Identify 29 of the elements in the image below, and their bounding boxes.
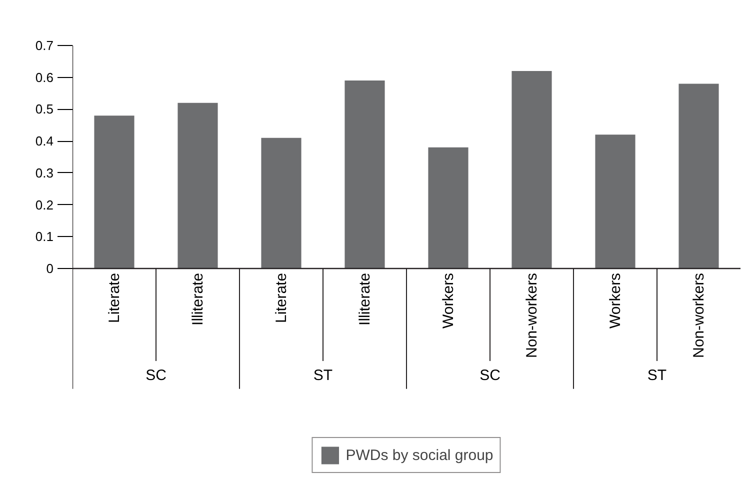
x-tick-label: Literate (106, 272, 123, 323)
bar (178, 102, 218, 268)
bar (512, 70, 552, 268)
y-tick-label: 0.1 (35, 229, 54, 244)
legend-label: PWDs by social group (346, 446, 494, 464)
text: ST (647, 367, 667, 384)
x-tick-label: Illiterate (189, 272, 206, 326)
bar (344, 80, 385, 268)
y-tick-label: 0.5 (35, 102, 54, 117)
bar (595, 134, 636, 268)
y-tick-label: 0.4 (35, 134, 54, 149)
y-tick-label: 0.3 (35, 165, 54, 180)
bar (428, 147, 468, 268)
x-tick-label: Illiterate (356, 272, 374, 326)
text: SC (146, 367, 167, 384)
text: ST (313, 367, 333, 384)
y-tick-label: 0 (46, 260, 54, 276)
bar (261, 138, 302, 268)
bar (94, 116, 134, 268)
bar (678, 84, 719, 268)
text: SC (480, 367, 501, 384)
x-tick-label: Workers (440, 272, 457, 329)
x-tick-label: Workers (606, 272, 624, 329)
x-tick-label: Literate (272, 272, 290, 323)
x-tick-label: Non-workers (523, 272, 540, 358)
x-tick-label: Non-workers (690, 272, 708, 358)
y-tick-label: 0.2 (35, 197, 54, 212)
y-tick-label: 0.7 (35, 38, 54, 53)
y-tick-label: 0.6 (35, 70, 54, 85)
